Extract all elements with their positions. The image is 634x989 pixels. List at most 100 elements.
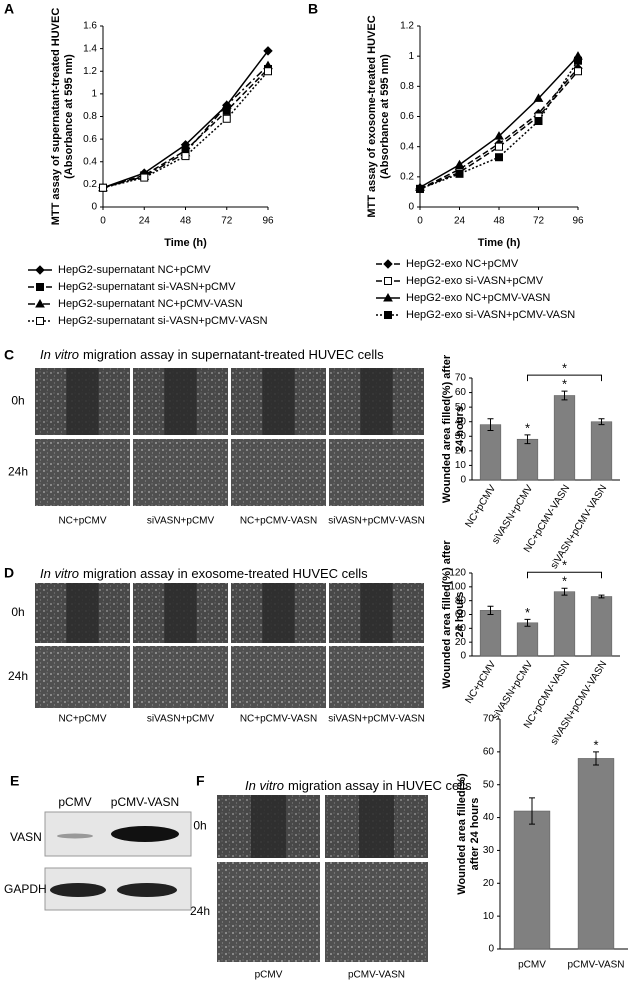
blot-band	[111, 826, 179, 842]
series-line	[419, 55, 579, 189]
legend-marker	[36, 283, 44, 291]
marker	[455, 169, 464, 178]
column-label: siVASN+pCMV-VASN	[328, 714, 425, 725]
legend-label: HepG2-supernatant NC+pCMV	[58, 264, 211, 276]
y-tick-label: 50	[455, 402, 467, 413]
micrograph-shade	[231, 439, 326, 506]
series-line	[419, 60, 579, 190]
micrograph	[35, 439, 130, 506]
wound-gap	[360, 368, 393, 435]
y-tick-label: 20	[483, 878, 495, 889]
x-tick-label: 72	[533, 216, 545, 227]
y-tick-label: 0.2	[400, 171, 414, 182]
error-bar	[487, 605, 494, 615]
title-italic: In vitro	[245, 778, 284, 793]
panel-label: C	[4, 347, 14, 363]
micrograph-shade	[35, 439, 130, 506]
x-axis-label: Time (h)	[478, 237, 521, 249]
legend-label: HepG2-exo si-VASN+pCMV	[406, 275, 544, 287]
panel-label: E	[10, 773, 19, 789]
y-tick-label: 0	[460, 475, 466, 486]
y-tick-label: 1	[91, 89, 97, 100]
column-label: siVASN+pCMV-VASN	[328, 516, 425, 527]
wound-gap	[262, 368, 295, 435]
x-tick-label: 48	[180, 216, 192, 227]
y-tick-label: 60	[455, 609, 467, 620]
micrograph	[329, 646, 424, 708]
y-tick-label: 0.8	[400, 81, 414, 92]
annotation: *	[562, 361, 567, 376]
micrograph-shade	[231, 646, 326, 708]
legend-label: HepG2-exo NC+pCMV	[406, 258, 519, 270]
wound-gap	[262, 583, 295, 643]
bar	[553, 591, 576, 657]
legend-marker	[384, 311, 392, 319]
y-tick-label: 1.2	[400, 21, 414, 32]
bar	[516, 438, 539, 481]
marker	[494, 131, 504, 140]
y-tick-label: 70	[483, 714, 495, 725]
y-tick-label: 0.8	[83, 111, 97, 122]
bar	[590, 596, 613, 657]
panel-label: F	[196, 773, 205, 789]
micrograph-shade	[325, 862, 428, 962]
annotation: *	[525, 420, 530, 435]
panel-title: In vitro migration assay in HUVEC cells	[245, 778, 472, 793]
error-bar	[598, 418, 605, 426]
error-bar	[524, 618, 531, 627]
bar	[553, 395, 576, 481]
column-label: NC+pCMV-VASN	[240, 516, 317, 527]
column-label: pCMV	[58, 795, 91, 809]
error-bar	[561, 390, 568, 401]
micrograph	[133, 646, 228, 708]
y-tick-label: 0.4	[400, 141, 414, 152]
row-label: 0h	[11, 394, 24, 408]
wound-gap	[66, 583, 99, 643]
y-tick-label: 1	[408, 51, 414, 62]
micrograph-shade	[329, 646, 424, 708]
panel-label: B	[308, 1, 318, 17]
wound-gap	[360, 583, 393, 643]
marker	[574, 67, 582, 76]
marker	[534, 117, 543, 126]
row-label: VASN	[10, 830, 42, 844]
column-label: pCMV	[255, 970, 283, 981]
y-tick-label: 0.6	[83, 134, 97, 145]
title-italic: In vitro	[40, 347, 79, 362]
x-tick-label: 96	[262, 216, 274, 227]
y-tick-label: 50	[483, 779, 495, 790]
y-tick-label: 40	[455, 416, 467, 427]
marker	[222, 114, 231, 123]
x-tick-label: 24	[454, 216, 466, 227]
title-italic: In vitro	[40, 566, 79, 581]
marker	[495, 142, 503, 151]
marker	[263, 46, 273, 56]
x-tick-label: pCMV	[518, 960, 546, 971]
marker	[574, 56, 582, 65]
y-axis-label: Wounded area filled(%)	[456, 773, 468, 895]
x-tick-label: 0	[417, 216, 423, 227]
micrograph	[231, 646, 326, 708]
wound-gap	[358, 795, 395, 858]
y-axis-label: Wounded area filled(%) after	[441, 354, 453, 503]
marker	[181, 152, 190, 161]
y-tick-label: 100	[449, 581, 466, 592]
bar	[516, 622, 539, 657]
y-tick-label: 80	[455, 595, 467, 606]
micrograph-shade	[329, 439, 424, 506]
y-tick-label: 0.2	[83, 179, 97, 190]
micrograph-shade	[133, 439, 228, 506]
series-line	[419, 70, 579, 190]
y-tick-label: 20	[455, 445, 467, 456]
y-tick-label: 20	[455, 637, 467, 648]
column-label: NC+pCMV	[58, 714, 106, 725]
row-label: 24h	[8, 669, 28, 683]
bar	[479, 424, 502, 481]
series-line	[102, 50, 269, 189]
y-tick-label: 40	[483, 812, 495, 823]
marker	[454, 159, 465, 169]
micrograph	[217, 862, 320, 962]
y-axis-label: 24 hours	[454, 406, 466, 452]
y-tick-label: 70	[455, 373, 467, 384]
